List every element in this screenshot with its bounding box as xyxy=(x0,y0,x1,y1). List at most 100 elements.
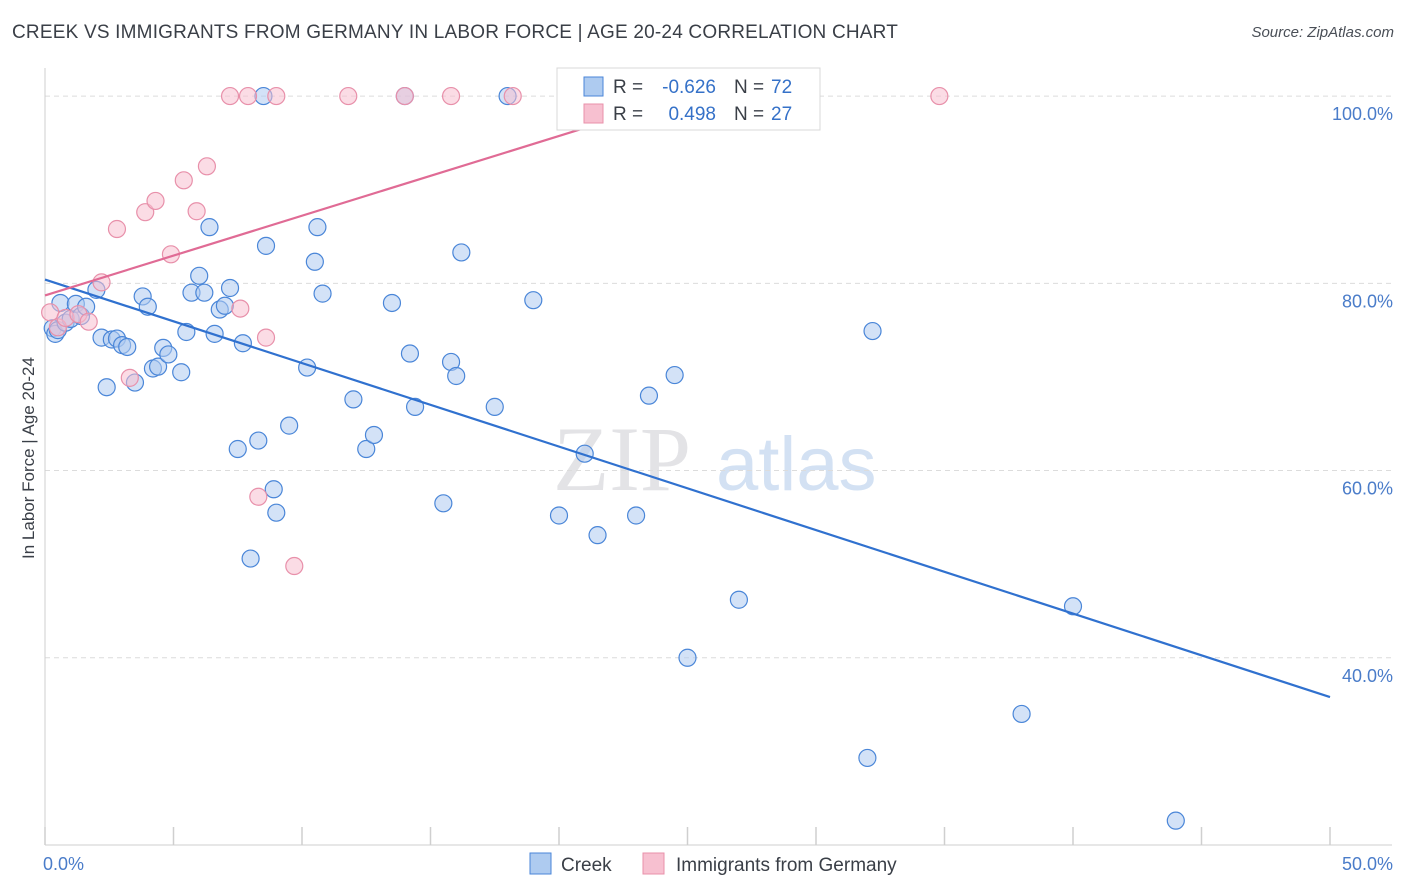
creek-point xyxy=(241,549,260,568)
watermark-atlas: atlas xyxy=(716,422,877,507)
germany-point xyxy=(136,203,155,222)
creek-point xyxy=(148,357,168,376)
creek-point xyxy=(344,390,363,409)
germany-point xyxy=(120,368,139,387)
creek-point xyxy=(118,337,137,357)
germany-point xyxy=(220,86,240,106)
x-tick-labels: 0.0% 50.0% xyxy=(43,854,1393,874)
legend-n-label-germany: N = xyxy=(734,104,764,125)
trend-lines xyxy=(44,95,1331,699)
watermark-zip: ZIP xyxy=(553,408,691,510)
germany-point xyxy=(231,299,250,318)
source-credit: Source: ZipAtlas.com xyxy=(1251,24,1394,41)
creek-point xyxy=(264,480,283,499)
legend-n-value-creek: 72 xyxy=(771,77,792,98)
creek-point xyxy=(863,321,882,341)
germany-point xyxy=(249,487,268,506)
page-title: CREEK VS IMMIGRANTS FROM GERMANY IN LABO… xyxy=(12,22,899,43)
germany-point xyxy=(256,328,276,347)
series-legend-label-germany: Immigrants from Germany xyxy=(676,855,897,876)
series-legend-swatch-creek xyxy=(529,852,552,875)
germany-point xyxy=(930,86,949,106)
y-tick-labels: 100.0% 80.0% 60.0% 40.0% xyxy=(1332,104,1393,686)
creek-point xyxy=(729,590,749,609)
x-tick-label-max: 50.0% xyxy=(1342,854,1393,874)
series-legend-swatch-germany xyxy=(642,852,665,875)
creek-point xyxy=(639,386,659,405)
correlation-legend: R = -0.626 N = 72 R = 0.498 N = 27 xyxy=(556,67,821,131)
y-tick-label: 80.0% xyxy=(1342,291,1393,311)
legend-r-label-germany: R = xyxy=(613,104,643,125)
germany-points xyxy=(41,86,949,576)
creek-point xyxy=(626,506,646,525)
creek-point xyxy=(228,439,247,459)
germany-point xyxy=(441,86,461,106)
creek-point xyxy=(575,444,594,463)
creek-point xyxy=(858,748,877,768)
germany-point xyxy=(146,191,165,211)
germany-point xyxy=(285,556,304,576)
germany-point xyxy=(187,202,206,221)
y-tick-label: 60.0% xyxy=(1342,479,1393,499)
germany-point xyxy=(197,157,217,176)
creek-point xyxy=(588,526,607,545)
creek-point xyxy=(195,283,214,302)
germany-point xyxy=(395,86,414,106)
creek-point xyxy=(447,366,466,386)
creek-point xyxy=(364,425,384,445)
creek-point xyxy=(382,293,402,313)
germany-point xyxy=(174,171,193,190)
legend-swatch-creek xyxy=(583,76,604,97)
legend-swatch-germany xyxy=(583,103,604,124)
creek-point xyxy=(485,397,504,416)
creek-point xyxy=(434,494,453,513)
creek-point xyxy=(678,648,697,667)
creek-point xyxy=(665,365,684,385)
creek-point xyxy=(1063,597,1083,616)
creek-point xyxy=(159,345,178,364)
creek-point xyxy=(97,378,116,397)
creek-point xyxy=(215,296,234,315)
creek-point xyxy=(1012,704,1031,724)
creek-point xyxy=(452,243,471,262)
creek-point xyxy=(305,252,324,271)
legend-n-value-germany: 27 xyxy=(771,104,792,125)
germany-point xyxy=(503,86,522,106)
germany-point xyxy=(41,303,60,322)
creek-point xyxy=(249,431,268,450)
creek-point xyxy=(549,506,569,525)
creek-point xyxy=(357,439,376,459)
legend-r-value-germany: 0.498 xyxy=(668,104,716,125)
germany-point xyxy=(79,312,98,331)
series-legend: Creek Immigrants from Germany xyxy=(529,852,897,876)
creek-point xyxy=(200,218,219,237)
germany-point xyxy=(267,86,286,106)
grid-lines xyxy=(45,95,1392,659)
creek-trend-line xyxy=(44,278,1331,699)
y-tick-label: 40.0% xyxy=(1342,666,1393,686)
y-axis-label: In Labor Force | Age 20-24 xyxy=(19,357,38,559)
germany-point xyxy=(339,86,358,106)
creek-point xyxy=(1166,811,1185,830)
germany-point xyxy=(107,219,127,239)
creek-point xyxy=(220,278,240,298)
creek-point xyxy=(313,284,332,303)
creek-point xyxy=(190,266,209,285)
creek-point xyxy=(405,397,425,416)
legend-n-label-creek: N = xyxy=(734,77,764,98)
y-tick-label: 100.0% xyxy=(1332,104,1393,124)
creek-point xyxy=(267,503,286,522)
germany-point xyxy=(238,86,258,106)
creek-point xyxy=(524,291,543,310)
x-tick-label-min: 0.0% xyxy=(43,854,84,874)
creek-point xyxy=(308,218,327,237)
creek-point xyxy=(256,236,276,255)
creek-point xyxy=(280,416,299,435)
creek-point xyxy=(400,344,420,363)
axes xyxy=(44,68,1392,846)
legend-r-value-creek: -0.626 xyxy=(662,77,716,98)
creek-point xyxy=(172,363,191,382)
legend-r-label-creek: R = xyxy=(613,77,643,98)
series-legend-label-creek: Creek xyxy=(561,855,612,876)
